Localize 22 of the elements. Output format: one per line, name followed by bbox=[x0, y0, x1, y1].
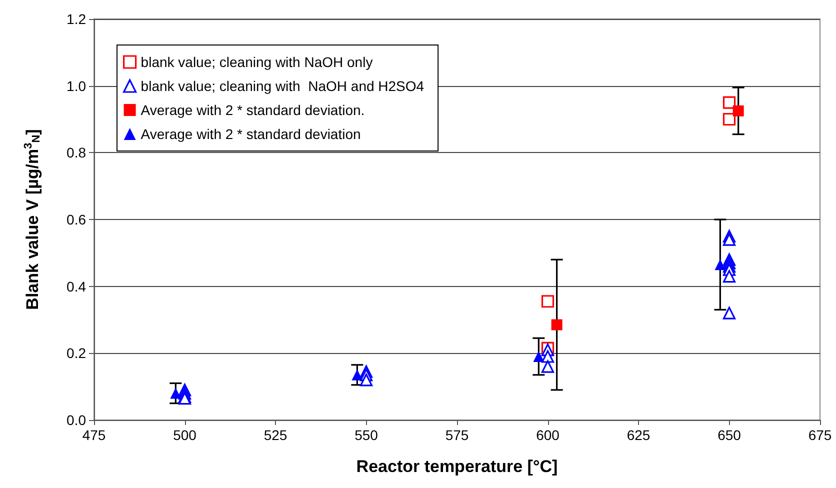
x-tick-label: 650 bbox=[718, 427, 742, 443]
y-tick-label: 0.2 bbox=[66, 345, 86, 362]
x-tick-label: 600 bbox=[536, 427, 560, 443]
x-tick-label: 575 bbox=[445, 427, 469, 443]
x-axis-title: Reactor temperature [°C] bbox=[356, 457, 558, 476]
x-tick-label: 475 bbox=[82, 427, 106, 443]
y-tick-label: 0.8 bbox=[66, 144, 86, 161]
x-tick-label: 675 bbox=[808, 427, 832, 443]
x-tick-label: 500 bbox=[173, 427, 197, 443]
legend-label: Average with 2 * standard deviation bbox=[140, 126, 361, 142]
y-tick-label: 1.2 bbox=[66, 11, 86, 27]
y-tick-label: 1.0 bbox=[66, 78, 86, 94]
y-tick-label: 0.0 bbox=[66, 412, 86, 428]
x-tick-label: 525 bbox=[264, 427, 288, 443]
y-axis-title: Blank value V [µg/m3N] bbox=[22, 129, 42, 310]
legend-label: blank value; cleaning with NaOH and H2SO4 bbox=[140, 78, 424, 94]
legend-label: Average with 2 * standard deviation. bbox=[140, 102, 365, 118]
y-tick-label: 0.4 bbox=[66, 278, 86, 294]
x-tick-label: 550 bbox=[354, 427, 378, 443]
x-tick-label: 625 bbox=[626, 427, 650, 443]
legend-label: blank value; cleaning with NaOH only bbox=[140, 54, 373, 70]
y-tick-label: 0.6 bbox=[66, 212, 86, 228]
